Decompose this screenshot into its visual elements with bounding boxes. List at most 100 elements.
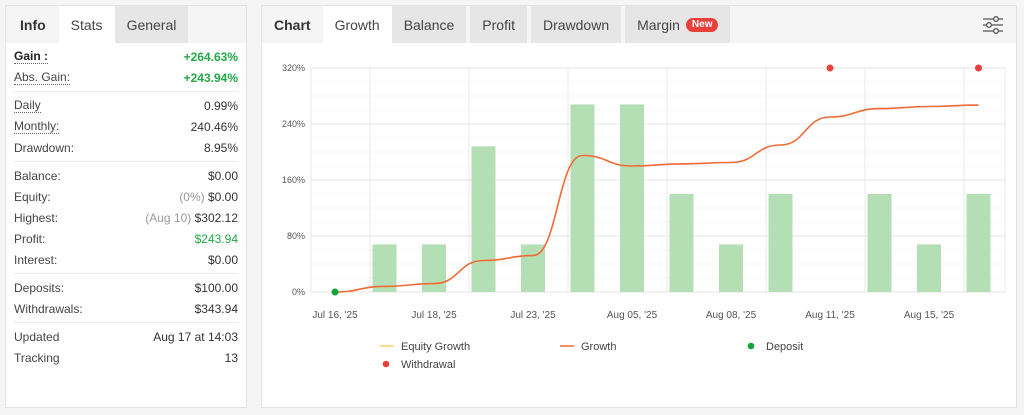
stat-value: +264.63% xyxy=(184,50,238,64)
stat-value: Aug 17 at 14:03 xyxy=(153,330,238,344)
activity-bar xyxy=(570,104,595,293)
stat-value-text: +264.63% xyxy=(183,49,238,64)
stat-value-note: (Aug 10) xyxy=(145,210,195,225)
stat-value-text: $100.00 xyxy=(194,280,238,295)
stat-value-text: 8.95% xyxy=(203,140,238,155)
stat-row-gain: Gain : +264.63% xyxy=(14,46,238,67)
stat-label: Tracking xyxy=(14,350,60,365)
x-tick-label: Aug 08, '25 xyxy=(706,310,757,321)
stat-label: Withdrawals: xyxy=(14,301,83,316)
stat-label: Profit: xyxy=(14,231,46,246)
stat-group: Gain : +264.63% Abs. Gain: +243.94% xyxy=(14,43,238,92)
stat-group: Daily 0.99% Monthly: 240.46% Drawdown: 8.95% xyxy=(14,92,238,162)
withdrawal-legend-swatch xyxy=(382,360,390,368)
stat-label[interactable]: Gain : xyxy=(14,48,49,64)
tab-margin-label: Margin xyxy=(637,16,680,33)
stat-group: Deposits: $100.00 Withdrawals: $343.94 xyxy=(14,274,238,323)
activity-bar xyxy=(719,244,743,292)
withdrawal-marker xyxy=(826,64,834,72)
stat-value: 240.46% xyxy=(191,120,238,134)
legend-label[interactable]: Withdrawal xyxy=(401,359,455,371)
y-tick-label: 240% xyxy=(282,119,305,129)
new-badge: New xyxy=(685,17,719,32)
activity-bar xyxy=(620,104,644,293)
stat-value-text: $243.94 xyxy=(194,231,238,246)
stat-value: $0.00 xyxy=(208,253,238,267)
stat-value-note: (0%) xyxy=(179,189,208,204)
stat-label: Equity: xyxy=(14,189,51,204)
stat-value: (0%) $0.00 xyxy=(179,190,238,204)
stat-row-withdrawals: Withdrawals: $343.94 xyxy=(14,298,238,319)
stat-value: $243.94 xyxy=(195,232,238,246)
x-tick-label: Aug 15, '25 xyxy=(904,310,955,321)
tab-growth[interactable]: Growth xyxy=(322,6,392,43)
legend-label[interactable]: Equity Growth xyxy=(401,341,470,353)
stat-row-profit: Profit: $243.94 xyxy=(14,228,238,249)
stat-row-updated: Updated Aug 17 at 14:03 xyxy=(14,326,238,347)
stat-row-deposits: Deposits: $100.00 xyxy=(14,277,238,298)
tab-profit[interactable]: Profit xyxy=(470,6,527,43)
activity-bar xyxy=(917,244,941,292)
legend-label[interactable]: Growth xyxy=(581,341,616,353)
stat-value-text: 240.46% xyxy=(190,119,238,134)
stat-row-balance: Balance: $0.00 xyxy=(14,165,238,186)
stat-label: Drawdown: xyxy=(14,140,75,155)
stat-row-interest: Interest: $0.00 xyxy=(14,249,238,270)
stat-label: Deposits: xyxy=(14,280,65,295)
activity-bar xyxy=(422,244,446,292)
x-tick-label: Jul 23, '25 xyxy=(510,310,556,321)
x-tick-label: Aug 05, '25 xyxy=(607,310,658,321)
withdrawal-marker xyxy=(975,64,982,72)
activity-bar xyxy=(768,194,793,292)
stat-value: 8.95% xyxy=(204,141,238,155)
stat-label: Updated xyxy=(14,329,60,344)
deposit-marker xyxy=(331,288,339,296)
tab-drawdown[interactable]: Drawdown xyxy=(530,6,622,43)
tab-margin[interactable]: Margin New xyxy=(625,6,731,43)
chart-panel: Chart Growth Balance Profit Drawdown Mar… xyxy=(261,5,1017,408)
tab-general[interactable]: General xyxy=(114,6,189,43)
activity-bar xyxy=(372,244,397,292)
growth-chart[interactable]: 0% 80% 160% 240% 320% Jul 16, '25 Jul 18, '25 J… xyxy=(262,43,1016,407)
legend-label[interactable]: Deposit xyxy=(766,341,803,353)
x-tick-label: Aug 11, '25 xyxy=(805,310,855,321)
y-tick-label: 160% xyxy=(282,175,305,185)
stat-value-text: +243.94% xyxy=(183,70,238,85)
stat-group: Balance: $0.00 Equity: (0%) $0.00 Highest: (A… xyxy=(14,162,238,274)
activity-bar xyxy=(471,146,496,292)
stat-row-daily: Daily 0.99% xyxy=(14,95,238,116)
stat-label[interactable]: Daily xyxy=(14,97,41,113)
stat-value-text: 0.99% xyxy=(203,98,238,113)
stat-label[interactable]: Abs. Gain: xyxy=(14,69,71,85)
stats-list: Gain : +264.63% Abs. Gain: +243.94% Daily 0.9… xyxy=(6,43,246,371)
y-tick-label: 320% xyxy=(282,63,305,73)
stat-row-equity: Equity: (0%) $0.00 xyxy=(14,186,238,207)
stat-value: +243.94% xyxy=(184,71,238,85)
stat-label: Highest: xyxy=(14,210,59,225)
stat-value-text: Aug 17 at 14:03 xyxy=(153,329,238,344)
stat-value-text: $343.94 xyxy=(194,301,238,316)
stat-value-text: $0.00 xyxy=(207,252,238,267)
tab-info: Info xyxy=(20,16,46,33)
stats-panel: Info Stats General Gain : +264.63% Abs. Ga… xyxy=(5,5,247,408)
stats-tabbar: Info Stats General xyxy=(6,6,246,43)
stat-row-drawdown: Drawdown: 8.95% xyxy=(14,137,238,158)
chart-settings-button[interactable] xyxy=(982,14,1004,36)
stat-value-text: $302.12 xyxy=(194,210,238,225)
tab-balance[interactable]: Balance xyxy=(391,6,467,43)
activity-bar xyxy=(867,194,892,292)
stat-group: Updated Aug 17 at 14:03 Tracking 13 xyxy=(14,323,238,371)
x-tick-label: Jul 16, '25 xyxy=(312,310,358,321)
stat-value-text: 13 xyxy=(224,350,238,365)
activity-bar xyxy=(669,194,694,292)
stat-row-monthly: Monthly: 240.46% xyxy=(14,116,238,137)
stat-value-text: $0.00 xyxy=(207,168,238,183)
y-tick-label: 80% xyxy=(287,231,305,241)
stat-value: $343.94 xyxy=(195,302,238,316)
stat-value: $0.00 xyxy=(208,169,238,183)
stat-value: (Aug 10) $302.12 xyxy=(145,211,238,225)
tab-stats[interactable]: Stats xyxy=(58,6,115,43)
sliders-icon xyxy=(983,16,1003,34)
stat-label[interactable]: Monthly: xyxy=(14,118,60,134)
stat-row-highest: Highest: (Aug 10) $302.12 xyxy=(14,207,238,228)
